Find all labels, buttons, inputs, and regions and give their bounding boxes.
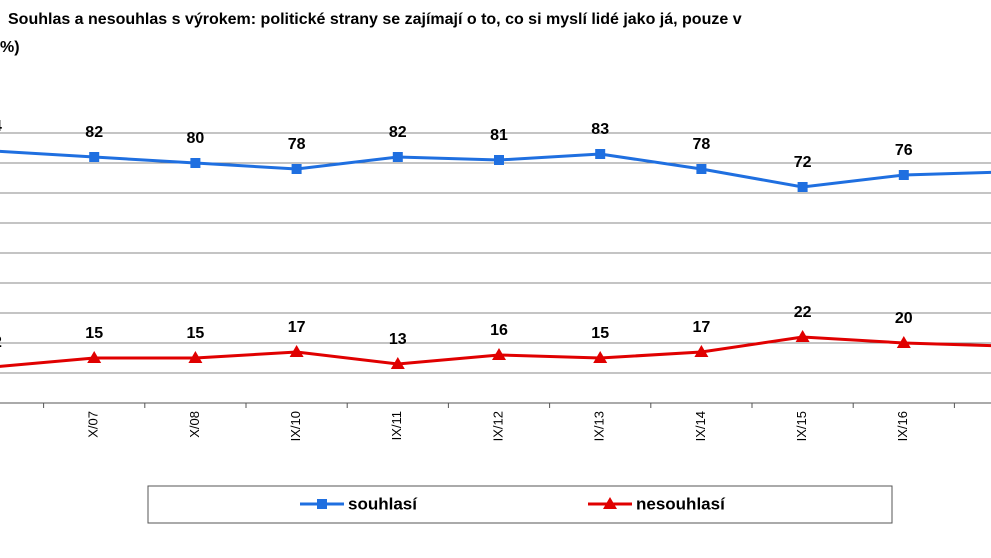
x-tick-label: IX/10 xyxy=(288,411,303,441)
x-tick-label: IX/16 xyxy=(895,411,910,441)
value-label: 84 xyxy=(0,118,2,135)
legend-marker xyxy=(603,497,617,509)
point xyxy=(87,351,102,363)
point xyxy=(492,348,506,360)
legend-label: nesouhlasí xyxy=(636,494,726,513)
x-tick-label: IX/13 xyxy=(592,411,607,441)
value-label: 15 xyxy=(85,325,103,342)
value-label: 72 xyxy=(794,154,812,171)
value-label: 16 xyxy=(490,322,508,339)
x-tick-label: X/07 xyxy=(86,411,101,438)
value-label: 80 xyxy=(187,130,205,147)
chart-subtitle: %) xyxy=(0,39,20,56)
point xyxy=(797,182,808,192)
legend-label: souhlasí xyxy=(348,494,418,513)
value-label: 76 xyxy=(895,142,913,159)
x-tick-label: IX/12 xyxy=(490,411,505,441)
x-tick-label: IX/15 xyxy=(794,411,809,441)
point xyxy=(795,330,810,342)
point xyxy=(188,351,203,363)
value-label: 15 xyxy=(187,325,205,342)
value-label: 78 xyxy=(693,136,711,153)
x-tick-label: X/08 xyxy=(187,411,202,438)
value-label: 22 xyxy=(794,304,812,321)
value-label: 81 xyxy=(490,127,508,144)
point xyxy=(593,351,608,363)
series-line xyxy=(0,335,991,368)
point xyxy=(289,345,304,357)
value-label: 78 xyxy=(288,136,306,153)
value-label: 83 xyxy=(591,121,609,138)
point xyxy=(694,345,709,357)
point xyxy=(392,152,403,162)
point xyxy=(190,158,201,168)
value-label: 17 xyxy=(693,319,711,336)
value-label: 82 xyxy=(389,124,407,141)
point xyxy=(595,149,606,159)
point xyxy=(291,164,302,174)
value-label: 13 xyxy=(389,331,407,348)
legend-marker xyxy=(317,499,327,509)
value-label: 20 xyxy=(895,310,913,327)
point xyxy=(494,155,504,165)
point xyxy=(390,357,405,369)
x-tick-label: IX/14 xyxy=(693,411,708,441)
legend xyxy=(147,485,893,524)
chart-title: Souhlas a nesouhlas s výrokem: politické… xyxy=(8,11,742,28)
point xyxy=(89,152,100,162)
value-label: 17 xyxy=(288,319,306,336)
x-tick-label: IX/11 xyxy=(389,411,404,440)
point xyxy=(896,336,911,348)
point xyxy=(696,164,707,174)
value-label: 82 xyxy=(85,124,103,141)
point xyxy=(898,170,909,180)
value-label: 15 xyxy=(591,325,609,342)
value-label: 12 xyxy=(0,334,2,351)
